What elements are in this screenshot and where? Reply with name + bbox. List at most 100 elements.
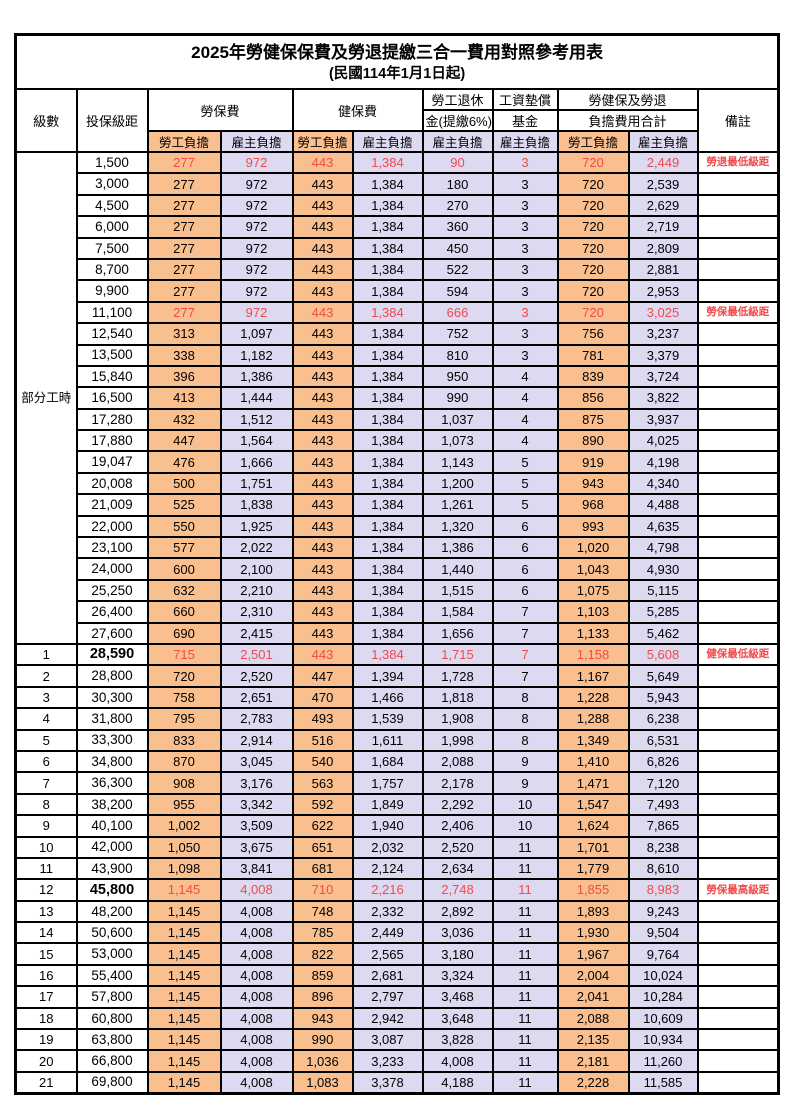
value-cell: 1,384 (351, 642, 424, 667)
value-cell: 856 (556, 386, 630, 410)
bracket-cell: 15,840 (75, 364, 149, 389)
table-row: 21,009 525 1,838 443 1,384 1,261 5 968 4,488 (16, 493, 780, 517)
value-cell: 2,748 (421, 878, 494, 902)
value-cell: 3,324 (421, 963, 494, 988)
table-row: 17 57,800 1,145 4,008 896 2,797 3,468 11 2,041 10… (14, 985, 780, 1009)
value-cell: 1,182 (219, 343, 294, 367)
value-cell: 277 (146, 300, 222, 325)
value-cell: 1,145 (146, 963, 222, 988)
value-cell: 1,098 (146, 856, 222, 881)
level-cell: 12 (14, 878, 78, 902)
col-header-total-line1: 勞健保及勞退 (556, 88, 699, 111)
value-cell: 4,008 (219, 1070, 294, 1095)
note-cell (696, 600, 780, 624)
value-cell: 1,466 (351, 685, 424, 710)
value-cell: 11 (491, 856, 559, 881)
note-cell (696, 578, 780, 603)
value-cell: 2,539 (627, 172, 699, 196)
value-cell: 11 (491, 1027, 559, 1052)
value-cell: 4,008 (219, 878, 294, 902)
bracket-cell: 9,900 (75, 279, 149, 303)
value-cell: 6,531 (627, 728, 699, 752)
value-cell: 4,635 (627, 514, 699, 539)
value-cell: 550 (146, 514, 222, 539)
col-header-note: 備註 (696, 88, 780, 153)
value-cell: 3 (491, 300, 559, 325)
value-cell: 1,228 (556, 685, 630, 710)
value-cell: 277 (146, 150, 222, 175)
value-cell: 3,045 (219, 749, 294, 774)
note-cell (696, 1049, 780, 1073)
value-cell: 1,666 (219, 450, 294, 474)
value-cell: 1,728 (421, 664, 494, 688)
value-cell: 577 (146, 536, 222, 560)
value-cell: 443 (291, 257, 354, 282)
value-cell: 1,855 (556, 878, 630, 902)
level-cell: 17 (14, 985, 78, 1009)
note-cell (696, 621, 780, 646)
value-cell: 2,681 (351, 963, 424, 988)
value-cell: 2,292 (421, 792, 494, 817)
value-cell: 1,145 (146, 878, 222, 902)
value-cell: 666 (421, 300, 494, 325)
value-cell: 5,608 (627, 642, 699, 667)
level-cell: 4 (14, 707, 78, 731)
bracket-cell: 7,500 (75, 236, 149, 260)
value-cell: 1,849 (351, 792, 424, 817)
value-cell: 500 (146, 471, 222, 496)
value-cell: 1,384 (351, 536, 424, 560)
value-cell: 1,158 (556, 642, 630, 667)
value-cell: 748 (291, 899, 354, 924)
table-row: 15,840 396 1,386 443 1,384 950 4 839 3,724 (16, 364, 780, 389)
value-cell: 2,501 (219, 642, 294, 667)
value-cell: 4,008 (219, 1027, 294, 1052)
value-cell: 1,384 (351, 300, 424, 325)
value-cell: 9 (491, 749, 559, 774)
value-cell: 1,584 (421, 600, 494, 624)
value-cell: 2,892 (421, 899, 494, 924)
value-cell: 1,925 (219, 514, 294, 539)
value-cell: 3 (491, 257, 559, 282)
value-cell: 443 (291, 386, 354, 410)
value-cell: 11 (491, 963, 559, 988)
value-cell: 4,930 (627, 557, 699, 581)
table-row: 6,000 277 972 443 1,384 360 3 720 2,719 (16, 215, 780, 239)
bracket-cell: 30,300 (75, 685, 149, 710)
value-cell: 875 (556, 407, 630, 432)
note-cell (696, 1006, 780, 1031)
value-cell: 443 (291, 193, 354, 218)
bracket-cell: 17,880 (75, 429, 149, 453)
value-cell: 3,468 (421, 985, 494, 1009)
value-cell: 90 (421, 150, 494, 175)
note-cell (696, 236, 780, 260)
value-cell: 2,216 (351, 878, 424, 902)
value-cell: 1,145 (146, 1070, 222, 1095)
value-cell: 10 (491, 792, 559, 817)
value-cell: 1,440 (421, 557, 494, 581)
value-cell: 3 (491, 236, 559, 260)
value-cell: 1,384 (351, 493, 424, 517)
value-cell: 447 (146, 429, 222, 453)
value-cell: 600 (146, 557, 222, 581)
bracket-cell: 24,000 (75, 557, 149, 581)
value-cell: 4,008 (219, 942, 294, 966)
value-cell: 7 (491, 664, 559, 688)
subheader-wage-fund-employer: 雇主負擔 (491, 130, 559, 153)
value-cell: 9,504 (627, 921, 699, 945)
value-cell: 2,124 (351, 856, 424, 881)
value-cell: 1,515 (421, 578, 494, 603)
value-cell: 1,384 (351, 193, 424, 218)
level-cell: 3 (14, 685, 78, 710)
value-cell: 1,757 (351, 771, 424, 795)
note-cell (696, 899, 780, 924)
table-row: 11 43,900 1,098 3,841 681 2,124 2,634 11 1,779 8,… (14, 856, 780, 881)
value-cell: 9,243 (627, 899, 699, 924)
value-cell: 2,881 (627, 257, 699, 282)
value-cell: 5,462 (627, 621, 699, 646)
value-cell: 277 (146, 257, 222, 282)
value-cell: 990 (421, 386, 494, 410)
bracket-cell: 40,100 (75, 814, 149, 838)
table-row: 14 50,600 1,145 4,008 785 2,449 3,036 11 1,930 9,… (14, 921, 780, 945)
col-header-labor-insurance: 勞保費 (146, 88, 294, 132)
value-cell: 8,238 (627, 835, 699, 859)
